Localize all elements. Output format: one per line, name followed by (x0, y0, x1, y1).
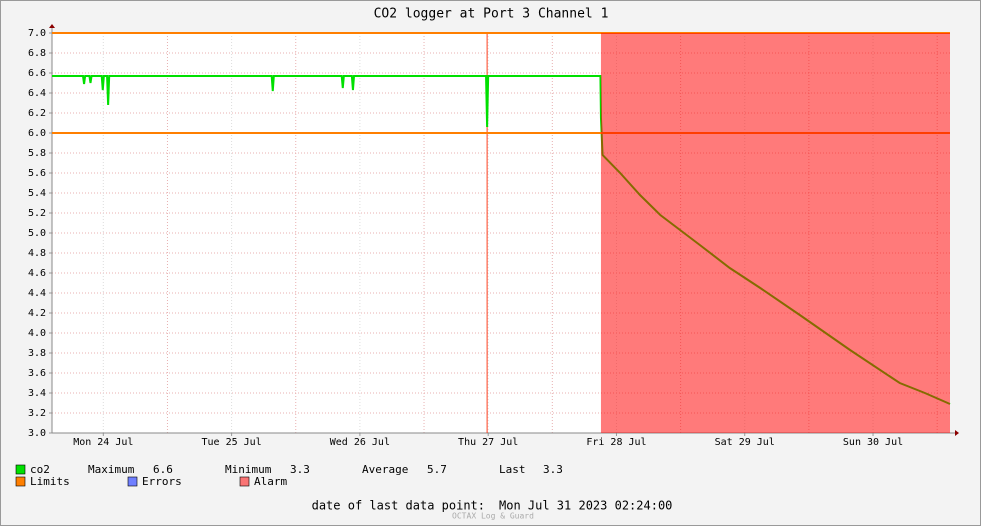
legend-label: co2 (30, 463, 50, 476)
legend-swatch (15, 464, 26, 475)
y-tick-label: 3.4 (28, 388, 46, 399)
footer-value: Mon Jul 31 2023 02:24:00 (499, 499, 672, 513)
y-tick-label: 5.6 (28, 168, 46, 179)
x-axis-arrow (955, 430, 959, 436)
y-tick-label: 6.4 (28, 88, 46, 99)
x-tick-label: Sat 29 Jul (715, 437, 775, 448)
stat-label: Last (499, 463, 526, 476)
legend-swatch (15, 476, 26, 487)
legend: co2 Maximum 6.6 Minimum 3.3 Average 5.7 Last 3.3… (15, 463, 563, 488)
legend-swatch (239, 476, 250, 487)
footer-label: date of last data point: (312, 499, 485, 513)
y-tick-label: 3.8 (28, 348, 46, 359)
y-tick-label: 4.4 (28, 288, 46, 299)
marks (52, 32, 951, 433)
y-axis-arrow (49, 24, 55, 28)
y-tick-label: 7.0 (28, 28, 46, 39)
y-tick-label: 3.0 (28, 428, 46, 439)
y-tick-label: 4.0 (28, 328, 46, 339)
stat-value: 3.3 (290, 463, 310, 476)
legend-swatch (127, 476, 138, 487)
stat-value: 3.3 (543, 463, 563, 476)
y-tick-label: 6.0 (28, 128, 46, 139)
y-tick-label: 4.8 (28, 248, 46, 259)
x-tick-label: Fri 28 Jul (586, 437, 646, 448)
stat-value: 6.6 (153, 463, 173, 476)
stat-value: 5.7 (427, 463, 447, 476)
stat-label: Maximum (88, 463, 135, 476)
stat-label: Average (362, 463, 408, 476)
legend-label: Limits (30, 475, 70, 488)
y-tick-label: 4.6 (28, 268, 46, 279)
y-tick-label: 5.0 (28, 228, 46, 239)
stat-label: Minimum (225, 463, 272, 476)
x-tick-label: Mon 24 Jul (73, 437, 133, 448)
alarm-region (600, 33, 950, 433)
y-tick-label: 6.2 (28, 108, 46, 119)
x-tick-label: Wed 26 Jul (330, 437, 390, 448)
x-tick-label: Tue 25 Jul (201, 437, 261, 448)
legend-label: Errors (142, 475, 182, 488)
y-tick-label: 5.8 (28, 148, 46, 159)
legend-label: Alarm (254, 475, 287, 488)
y-tick-label: 3.6 (28, 368, 46, 379)
y-tick-label: 4.2 (28, 308, 46, 319)
x-tick-label: Sun 30 Jul (843, 437, 903, 448)
credit: OCTAX Log & Guard (452, 512, 534, 521)
chart-title: CO2 logger at Port 3 Channel 1 (374, 7, 609, 22)
x-tick-label: Thu 27 Jul (458, 437, 518, 448)
y-tick-label: 5.2 (28, 208, 46, 219)
y-tick-label: 5.4 (28, 188, 46, 199)
y-tick-label: 6.8 (28, 48, 46, 59)
y-tick-label: 3.2 (28, 408, 46, 419)
y-tick-label: 6.6 (28, 68, 46, 79)
